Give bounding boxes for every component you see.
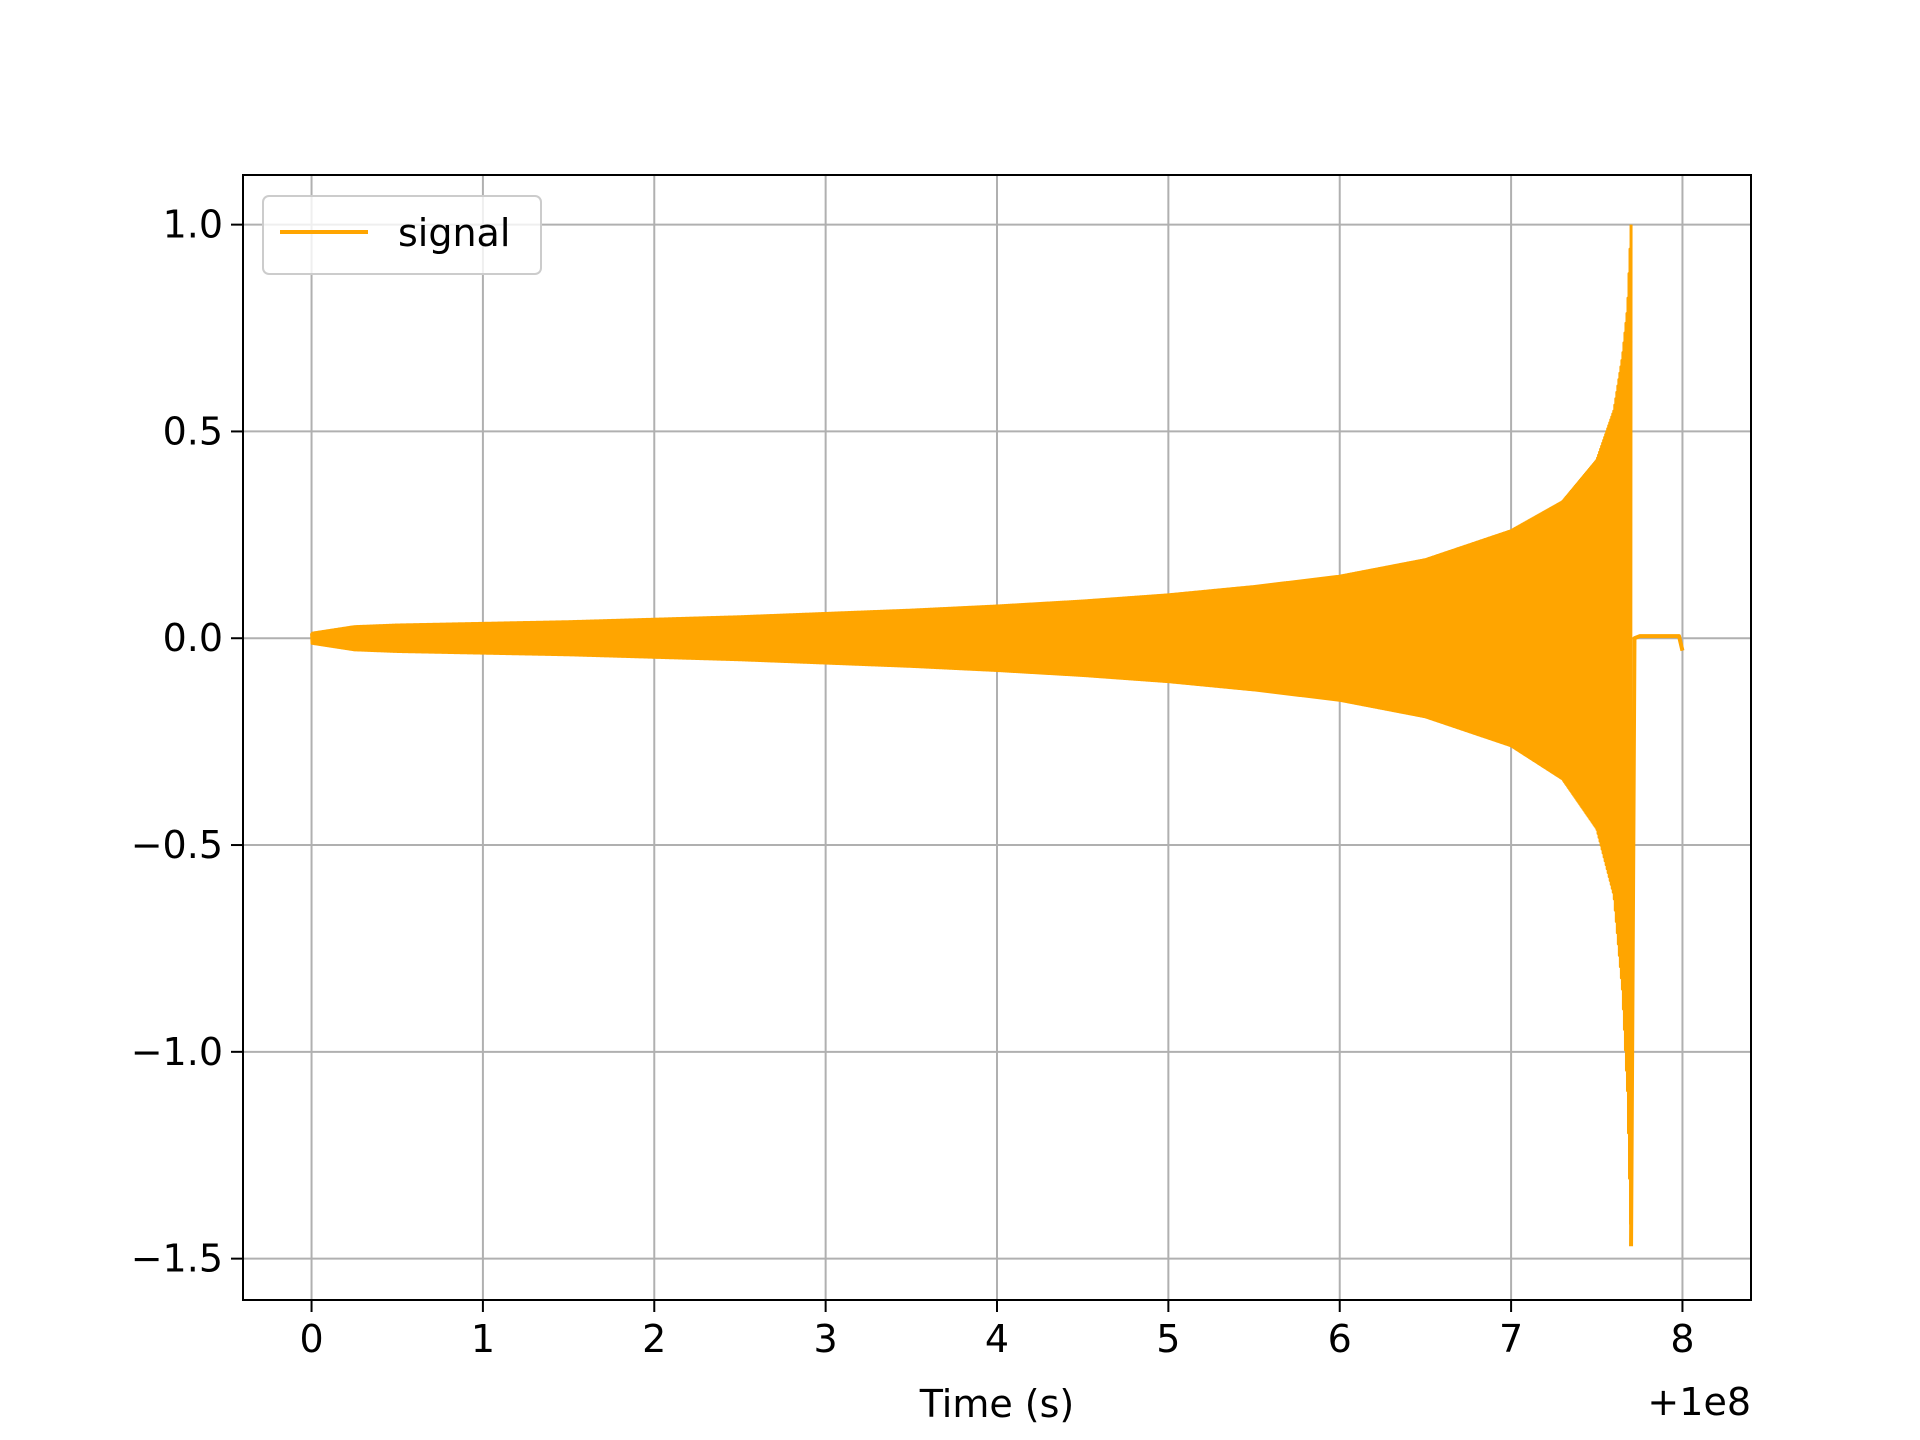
y-tick-label: 0.5: [163, 409, 223, 453]
y-tick-label: 1.0: [163, 203, 223, 247]
x-tick-label: 0: [299, 1317, 323, 1361]
plot-series: [310, 224, 1685, 1247]
legend-label-signal: signal: [398, 211, 510, 255]
x-axis-label: Time (s): [919, 1382, 1075, 1426]
y-tick-label: −0.5: [131, 823, 223, 867]
y-tick-label: −1.5: [131, 1237, 223, 1281]
x-tick-label: 1: [471, 1317, 495, 1361]
grid: [243, 175, 1751, 1300]
x-tick-label: 6: [1328, 1317, 1352, 1361]
x-tick-label: 3: [814, 1317, 838, 1361]
x-tick-label: 8: [1670, 1317, 1694, 1361]
y-axis-ticks: 1.0 0.5 0.0 −0.5 −1.0 −1.5: [131, 203, 243, 1281]
x-tick-label: 5: [1156, 1317, 1180, 1361]
legend-box: [262, 195, 542, 275]
x-tick-label: 7: [1499, 1317, 1523, 1361]
series-line-signal: [310, 224, 1633, 1226]
y-tick-label: −1.0: [131, 1030, 223, 1074]
legend: signal: [262, 195, 542, 275]
x-axis-offset-label: +1e8: [1647, 1380, 1751, 1424]
series-line-signal-tail: [1629, 634, 1685, 1247]
x-tick-label: 4: [985, 1317, 1009, 1361]
x-axis-ticks: 0 1 2 3 4 5 6 7 8: [299, 1300, 1695, 1361]
x-tick-label: 2: [642, 1317, 666, 1361]
y-tick-label: 0.0: [163, 616, 223, 660]
